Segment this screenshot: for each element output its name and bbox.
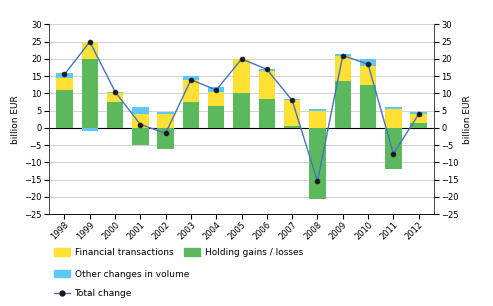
Bar (411, 114, 427, 123)
Bar (56, 78, 72, 90)
Bar (385, 109, 402, 128)
Bar (335, 81, 351, 128)
Legend: Financial transactions, Holding gains / losses: Financial transactions, Holding gains / … (54, 248, 303, 257)
Bar (157, 114, 174, 128)
Bar (385, 107, 402, 109)
Legend: Other changes in volume: Other changes in volume (54, 270, 189, 278)
Bar (56, 73, 72, 78)
Bar (208, 92, 224, 106)
Bar (284, 100, 300, 126)
Bar (284, 99, 300, 100)
Bar (208, 106, 224, 128)
Bar (259, 99, 275, 128)
Bar (81, 43, 98, 59)
Bar (259, 69, 275, 71)
Bar (183, 80, 199, 102)
Bar (335, 55, 351, 81)
Bar (360, 59, 376, 66)
Bar (233, 59, 250, 93)
Bar (411, 123, 427, 128)
Y-axis label: billion EUR: billion EUR (463, 95, 472, 144)
Bar (309, 111, 326, 128)
Y-axis label: billion EUR: billion EUR (11, 95, 20, 144)
Bar (309, 128, 326, 199)
Bar (208, 87, 224, 92)
Bar (335, 54, 351, 55)
Bar (183, 76, 199, 80)
Bar (309, 109, 326, 111)
Bar (233, 93, 250, 128)
Bar (157, 128, 174, 149)
Legend: Total change: Total change (54, 289, 132, 298)
Bar (107, 92, 123, 93)
Bar (107, 102, 123, 128)
Bar (284, 126, 300, 128)
Bar (360, 66, 376, 85)
Bar (259, 71, 275, 99)
Bar (81, 59, 98, 128)
Bar (132, 114, 148, 128)
Bar (183, 102, 199, 128)
Bar (56, 90, 72, 128)
Bar (132, 128, 148, 145)
Bar (132, 107, 148, 114)
Bar (360, 85, 376, 128)
Bar (157, 112, 174, 114)
Bar (107, 93, 123, 102)
Bar (385, 128, 402, 169)
Bar (411, 112, 427, 114)
Bar (81, 128, 98, 131)
